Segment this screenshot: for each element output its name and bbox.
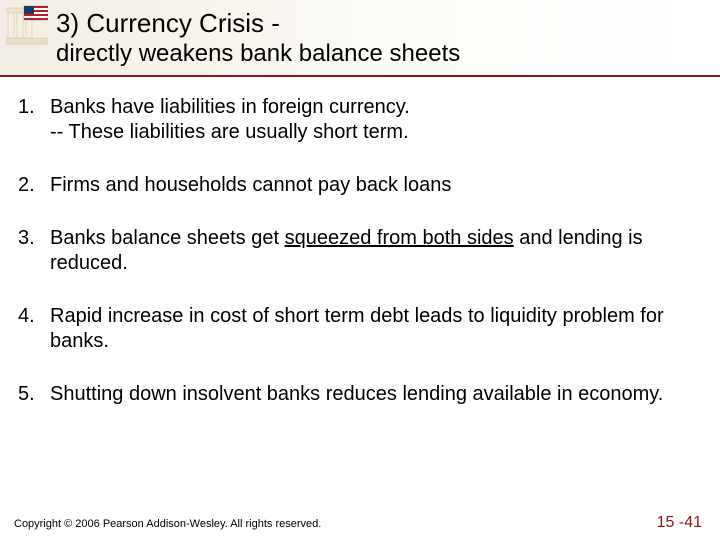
list-item-text-underlined: squeezed from both sides	[285, 227, 514, 249]
list-item: Banks have liabilities in foreign curren…	[18, 95, 690, 145]
capitol-flag-icon	[6, 4, 48, 46]
list-item-text: Firms and households cannot pay back loa…	[50, 174, 451, 196]
slide-body: Banks have liabilities in foreign curren…	[0, 77, 720, 407]
page-number: 15 -41	[657, 514, 702, 532]
list-item: Rapid increase in cost of short term deb…	[18, 304, 690, 354]
list-item-text: Banks have liabilities in foreign curren…	[50, 96, 410, 118]
numbered-list: Banks have liabilities in foreign curren…	[18, 95, 690, 407]
list-item-subtext: -- These liabilities are usually short t…	[50, 120, 690, 145]
slide-title-main: 3) Currency Crisis -	[56, 8, 720, 39]
copyright-text: Copyright © 2006 Pearson Addison-Wesley.…	[14, 518, 321, 530]
list-item-text: Rapid increase in cost of short term deb…	[50, 305, 664, 352]
list-item: Banks balance sheets get squeezed from b…	[18, 226, 690, 276]
list-item: Firms and households cannot pay back loa…	[18, 173, 690, 198]
list-item-text-before: Banks balance sheets get	[50, 227, 285, 249]
slide-header: 3) Currency Crisis - directly weakens ba…	[0, 0, 720, 77]
list-item: Shutting down insolvent banks reduces le…	[18, 382, 690, 407]
list-item-text: Shutting down insolvent banks reduces le…	[50, 383, 663, 405]
slide-title-sub: directly weakens bank balance sheets	[56, 39, 720, 69]
